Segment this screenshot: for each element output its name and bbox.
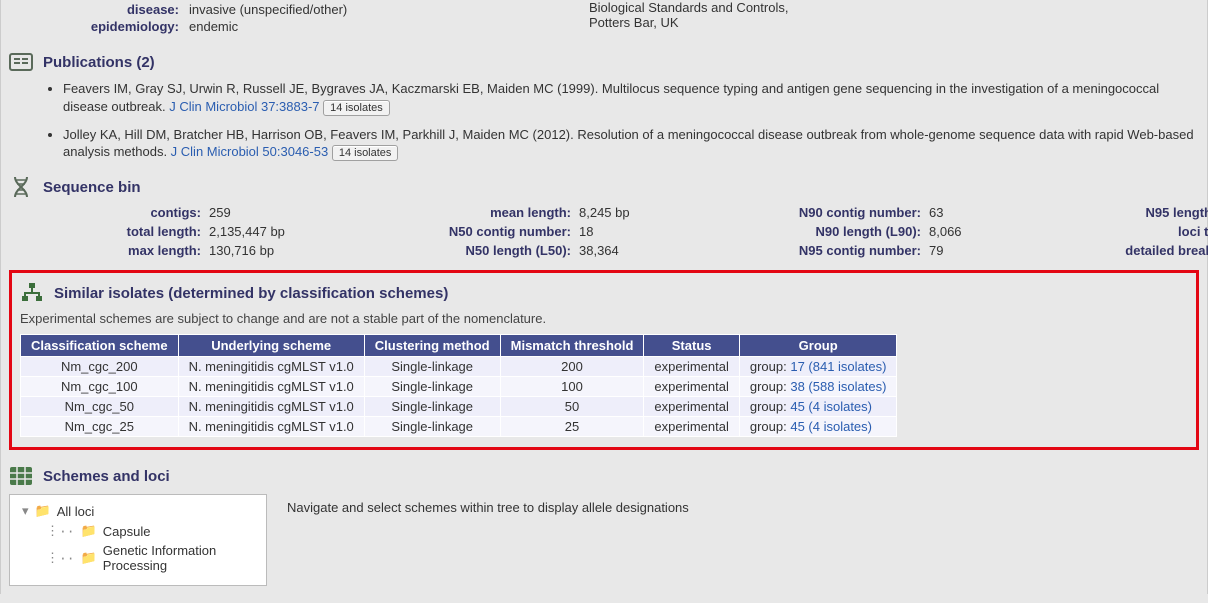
th-status: Status bbox=[644, 335, 739, 357]
td-group: group: 45 (4 isolates) bbox=[739, 417, 897, 437]
tree-connector-icon: ⋮·· bbox=[46, 524, 75, 539]
td-scheme: Nm_cgc_100 bbox=[21, 377, 179, 397]
group-link[interactable]: 45 (4 isolates) bbox=[790, 419, 872, 434]
table-row: Nm_cgc_100N. meningitidis cgMLST v1.0Sin… bbox=[21, 377, 897, 397]
th-clustering-method: Clustering method bbox=[364, 335, 500, 357]
epidemiology-value: endemic bbox=[189, 19, 238, 34]
th-underlying-scheme: Underlying scheme bbox=[178, 335, 364, 357]
journal-link[interactable]: J Clin Microbiol 50:3046-53 bbox=[171, 144, 329, 159]
td-underlying: N. meningitidis cgMLST v1.0 bbox=[178, 417, 364, 437]
n95-len-label: N95 length (L95): bbox=[1059, 205, 1208, 220]
td-underlying: N. meningitidis cgMLST v1.0 bbox=[178, 357, 364, 377]
publication-item: Jolley KA, Hill DM, Bratcher HB, Harriso… bbox=[63, 126, 1199, 162]
disease-label: disease: bbox=[9, 2, 189, 17]
disease-value: invasive (unspecified/other) bbox=[189, 2, 347, 17]
max-length-label: max length: bbox=[29, 243, 209, 258]
epidemiology-label: epidemiology: bbox=[9, 19, 189, 34]
publications-title: Publications (2) bbox=[43, 54, 155, 71]
td-group: group: 38 (588 isolates) bbox=[739, 377, 897, 397]
tree-child-label: Genetic Information Processing bbox=[103, 543, 258, 573]
td-method: Single-linkage bbox=[364, 377, 500, 397]
table-row: Nm_cgc_25N. meningitidis cgMLST v1.0Sing… bbox=[21, 417, 897, 437]
tree-child[interactable]: ⋮·· 📁 Capsule bbox=[18, 521, 258, 541]
institution-line: Biological Standards and Controls, bbox=[589, 0, 788, 15]
contigs-label: contigs: bbox=[29, 205, 209, 220]
total-length-value: 2,135,447 bp bbox=[209, 224, 379, 239]
td-method: Single-linkage bbox=[364, 397, 500, 417]
isolates-button[interactable]: 14 isolates bbox=[323, 100, 390, 116]
td-method: Single-linkage bbox=[364, 417, 500, 437]
classification-table: Classification scheme Underlying scheme … bbox=[20, 334, 897, 437]
hierarchy-icon bbox=[20, 281, 44, 305]
td-scheme: Nm_cgc_25 bbox=[21, 417, 179, 437]
mean-length-label: mean length: bbox=[379, 205, 579, 220]
sequence-bin-title: Sequence bin bbox=[43, 179, 141, 196]
journal-link[interactable]: J Clin Microbiol 37:3883-7 bbox=[169, 99, 319, 114]
publications-list: Feavers IM, Gray SJ, Urwin R, Russell JE… bbox=[63, 80, 1199, 161]
max-length-value: 130,716 bp bbox=[209, 243, 379, 258]
similar-isolates-box: Similar isolates (determined by classifi… bbox=[9, 270, 1199, 450]
tree-child-label: Capsule bbox=[103, 524, 151, 539]
td-threshold: 50 bbox=[500, 397, 644, 417]
group-link[interactable]: 17 (841 isolates) bbox=[790, 359, 886, 374]
folder-icon: 📁 bbox=[35, 503, 51, 519]
td-group: group: 45 (4 isolates) bbox=[739, 397, 897, 417]
group-link[interactable]: 45 (4 isolates) bbox=[790, 399, 872, 414]
tree-child[interactable]: ⋮·· 📁 Genetic Information Processing bbox=[18, 541, 258, 575]
n50-num-value: 18 bbox=[579, 224, 729, 239]
n95-num-label: N95 contig number: bbox=[729, 243, 929, 258]
n90-num-label: N90 contig number: bbox=[729, 205, 929, 220]
td-scheme: Nm_cgc_200 bbox=[21, 357, 179, 377]
td-underlying: N. meningitidis cgMLST v1.0 bbox=[178, 397, 364, 417]
td-status: experimental bbox=[644, 357, 739, 377]
n95-num-value: 79 bbox=[929, 243, 1059, 258]
contigs-value: 259 bbox=[209, 205, 379, 220]
scheme-tree[interactable]: ▾ 📁 All loci ⋮·· 📁 Capsule ⋮·· 📁 Genetic… bbox=[9, 494, 267, 586]
similar-isolates-note: Experimental schemes are subject to chan… bbox=[20, 311, 1188, 326]
th-classification-scheme: Classification scheme bbox=[21, 335, 179, 357]
n50-num-label: N50 contig number: bbox=[379, 224, 579, 239]
isolates-button[interactable]: 14 isolates bbox=[332, 145, 399, 161]
td-scheme: Nm_cgc_50 bbox=[21, 397, 179, 417]
th-mismatch-threshold: Mismatch threshold bbox=[500, 335, 644, 357]
td-status: experimental bbox=[644, 377, 739, 397]
td-method: Single-linkage bbox=[364, 357, 500, 377]
td-underlying: N. meningitidis cgMLST v1.0 bbox=[178, 377, 364, 397]
loci-tagged-label: loci tagged: bbox=[1059, 224, 1208, 239]
total-length-label: total length: bbox=[29, 224, 209, 239]
tree-toggle-icon[interactable]: ▾ bbox=[22, 504, 29, 519]
th-group: Group bbox=[739, 335, 897, 357]
td-group: group: 17 (841 isolates) bbox=[739, 357, 897, 377]
tree-root-label: All loci bbox=[57, 504, 95, 519]
group-link[interactable]: 38 (588 isolates) bbox=[790, 379, 886, 394]
grid-icon bbox=[9, 464, 33, 488]
td-threshold: 200 bbox=[500, 357, 644, 377]
folder-icon: 📁 bbox=[81, 550, 97, 566]
sequence-bin-stats: contigs: 259 mean length: 8,245 bp N90 c… bbox=[29, 205, 1199, 258]
table-row: Nm_cgc_50N. meningitidis cgMLST v1.0Sing… bbox=[21, 397, 897, 417]
td-status: experimental bbox=[644, 397, 739, 417]
n50-len-value: 38,364 bbox=[579, 243, 729, 258]
td-status: experimental bbox=[644, 417, 739, 437]
folder-icon: 📁 bbox=[81, 523, 97, 539]
table-row: Nm_cgc_200N. meningitidis cgMLST v1.0Sin… bbox=[21, 357, 897, 377]
schemes-title: Schemes and loci bbox=[43, 468, 170, 485]
tree-root[interactable]: ▾ 📁 All loci bbox=[18, 501, 258, 521]
publications-icon bbox=[9, 50, 33, 74]
institution-line: Potters Bar, UK bbox=[589, 15, 788, 30]
similar-isolates-title: Similar isolates (determined by classifi… bbox=[54, 285, 448, 302]
n90-num-value: 63 bbox=[929, 205, 1059, 220]
mean-length-value: 8,245 bp bbox=[579, 205, 729, 220]
detailed-label: detailed breakdown: bbox=[1059, 243, 1208, 258]
n50-len-label: N50 length (L50): bbox=[379, 243, 579, 258]
td-threshold: 25 bbox=[500, 417, 644, 437]
schemes-note: Navigate and select schemes within tree … bbox=[287, 494, 689, 515]
td-threshold: 100 bbox=[500, 377, 644, 397]
tree-connector-icon: ⋮·· bbox=[46, 551, 75, 566]
publication-item: Feavers IM, Gray SJ, Urwin R, Russell JE… bbox=[63, 80, 1199, 116]
n90-len-value: 8,066 bbox=[929, 224, 1059, 239]
n90-len-label: N90 length (L90): bbox=[729, 224, 929, 239]
dna-icon bbox=[9, 175, 33, 199]
